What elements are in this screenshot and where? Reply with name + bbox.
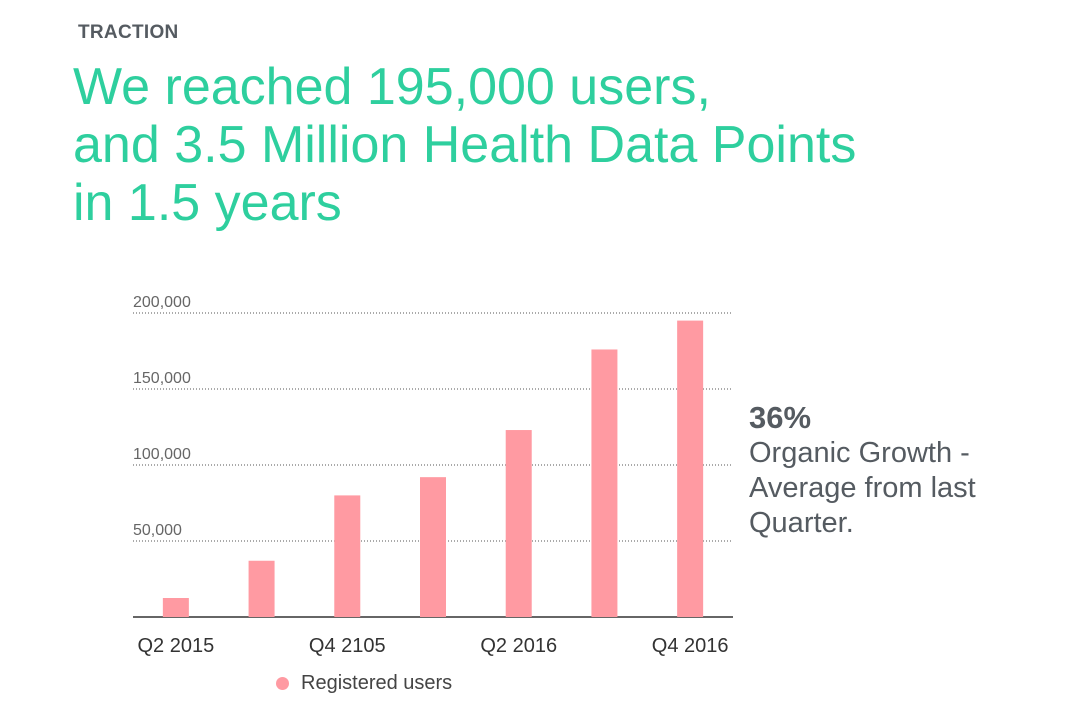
x-tick-label: Q4 2016 [652, 635, 729, 657]
growth-percent: 36% [749, 400, 812, 435]
x-tick-label: Q4 2105 [309, 635, 386, 657]
x-tick-label: Q2 2016 [480, 635, 557, 657]
headline-line-2: and 3.5 Million Health Data Points [73, 116, 857, 174]
bar [420, 477, 446, 617]
bar [334, 495, 361, 617]
headline-line-3: in 1.5 years [73, 174, 342, 232]
chart-legend: Registered users [276, 672, 452, 695]
y-tick-label: 150,000 [133, 370, 191, 387]
bar [591, 349, 618, 617]
y-tick-label: 200,000 [133, 294, 191, 311]
bar [505, 430, 532, 617]
legend-dot [276, 677, 289, 690]
bar [677, 320, 704, 617]
headline-line-1: We reached 195,000 users, [73, 58, 711, 116]
headline: We reached 195,000 users, and 3.5 Millio… [73, 58, 973, 232]
y-tick-label: 50,000 [133, 522, 182, 539]
bar [248, 560, 275, 617]
growth-description: Organic Growth - Average from last Quart… [749, 437, 976, 539]
bar [162, 598, 189, 617]
x-tick-label: Q2 2015 [137, 635, 214, 657]
growth-callout: 36% Organic Growth - Average from last Q… [749, 400, 1049, 541]
y-tick-label: 100,000 [133, 446, 191, 463]
legend-label: Registered users [301, 672, 453, 694]
section-label: TRACTION [78, 22, 179, 43]
